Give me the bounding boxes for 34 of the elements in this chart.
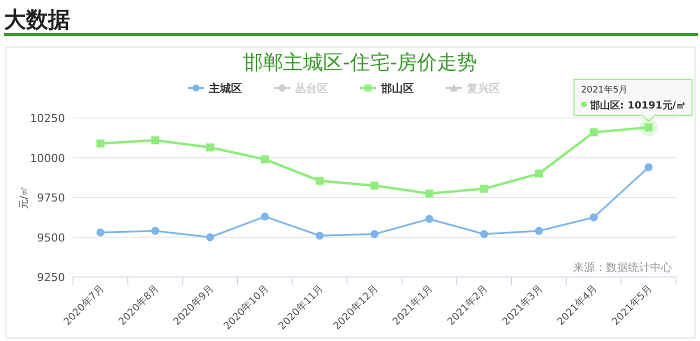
legend-label: 邯山区 [380, 82, 414, 95]
chart-title: 邯郸主城区-住宅-房价走势 [242, 50, 478, 74]
point [534, 170, 543, 178]
point [644, 163, 653, 172]
text: 2021年5月 [581, 84, 628, 96]
point [316, 232, 324, 240]
point [151, 226, 160, 235]
annotation: 来源：数据统计中心 [573, 261, 672, 274]
y-tick-label: 9250 [37, 271, 65, 284]
y-tick-label: 9500 [37, 231, 65, 244]
annotation: 邯山区: 10191元/㎡ [589, 99, 686, 112]
point [534, 226, 543, 235]
point [260, 155, 269, 164]
y-tick-label: 10000 [30, 152, 65, 165]
y-axis-title: 元/㎡ [19, 186, 30, 210]
point [370, 230, 378, 238]
point [206, 143, 214, 152]
point [96, 139, 104, 148]
point [480, 184, 488, 193]
point [480, 230, 488, 238]
text: 大数据 [4, 8, 70, 33]
point [425, 214, 434, 223]
y-tick-label: 9750 [37, 192, 65, 204]
point [260, 212, 269, 221]
point [590, 213, 598, 222]
point [96, 228, 104, 236]
point [151, 136, 160, 144]
point [206, 233, 214, 242]
y-tick-label: 10250 [30, 112, 65, 125]
point [316, 176, 324, 185]
legend-label: 主城区 [208, 82, 242, 95]
point [590, 128, 598, 136]
point [370, 182, 378, 190]
point [425, 190, 434, 198]
